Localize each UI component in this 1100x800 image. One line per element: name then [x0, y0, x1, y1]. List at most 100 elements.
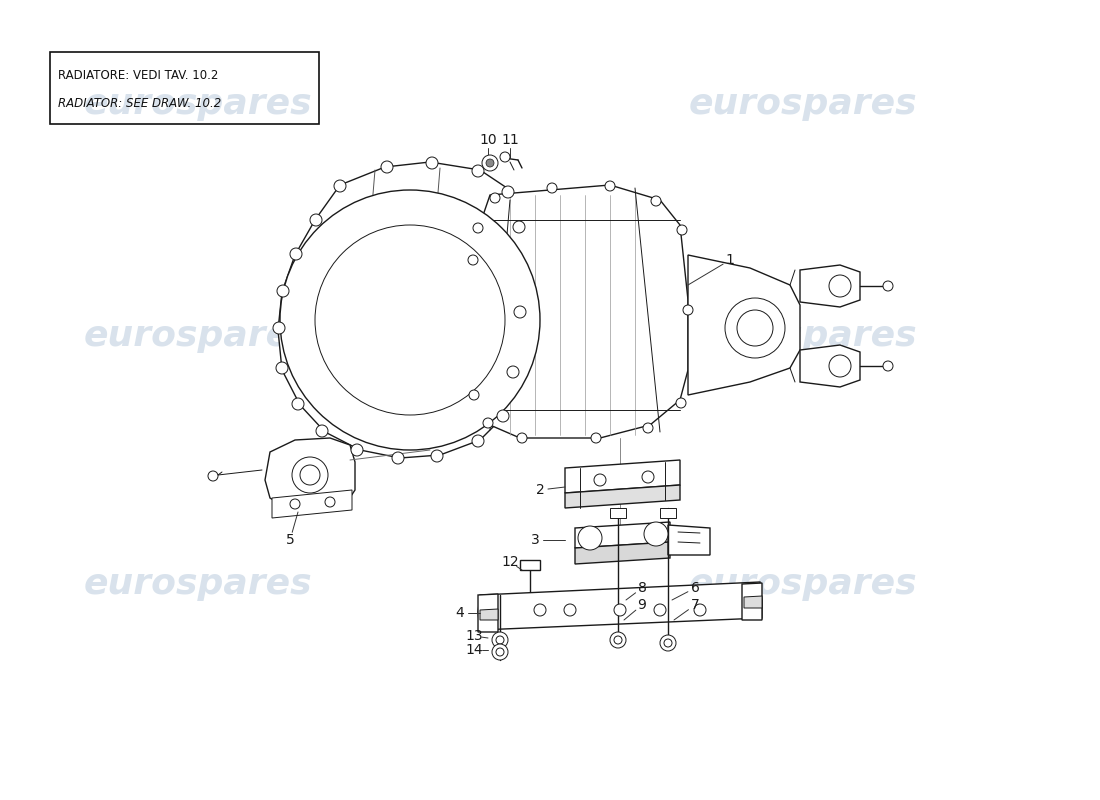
Circle shape: [513, 221, 525, 233]
Text: 12: 12: [502, 555, 519, 569]
Polygon shape: [272, 490, 352, 518]
Circle shape: [392, 452, 404, 464]
Circle shape: [564, 604, 576, 616]
Circle shape: [351, 444, 363, 456]
Circle shape: [507, 366, 519, 378]
Circle shape: [610, 632, 626, 648]
Circle shape: [737, 310, 773, 346]
Circle shape: [472, 165, 484, 177]
Circle shape: [324, 497, 336, 507]
Circle shape: [208, 471, 218, 481]
Polygon shape: [478, 582, 762, 630]
Circle shape: [517, 433, 527, 443]
Circle shape: [676, 398, 686, 408]
Text: 4: 4: [455, 606, 464, 620]
Polygon shape: [365, 195, 398, 220]
Circle shape: [276, 362, 288, 374]
Circle shape: [273, 322, 285, 334]
Circle shape: [280, 190, 540, 450]
Text: 8: 8: [638, 581, 647, 595]
Circle shape: [290, 248, 303, 260]
Circle shape: [486, 159, 494, 167]
Circle shape: [334, 180, 346, 192]
Circle shape: [469, 390, 478, 400]
Text: 2: 2: [536, 483, 544, 497]
Text: eurospares: eurospares: [84, 319, 312, 353]
Circle shape: [300, 465, 320, 485]
Circle shape: [614, 604, 626, 616]
Text: 6: 6: [691, 581, 700, 595]
Circle shape: [883, 361, 893, 371]
Circle shape: [614, 636, 622, 644]
Text: 11: 11: [502, 133, 519, 147]
Polygon shape: [575, 522, 670, 548]
Circle shape: [431, 450, 443, 462]
Circle shape: [591, 433, 601, 443]
Polygon shape: [472, 185, 688, 438]
Text: RADIATORE: VEDI TAV. 10.2: RADIATORE: VEDI TAV. 10.2: [57, 69, 218, 82]
Polygon shape: [744, 596, 762, 608]
Circle shape: [492, 644, 508, 660]
Circle shape: [683, 305, 693, 315]
Circle shape: [676, 225, 688, 235]
Text: eurospares: eurospares: [689, 87, 917, 121]
Polygon shape: [668, 525, 710, 555]
Polygon shape: [800, 265, 860, 307]
Text: 10: 10: [480, 133, 497, 147]
Circle shape: [482, 155, 498, 171]
Text: eurospares: eurospares: [84, 567, 312, 601]
Circle shape: [496, 636, 504, 644]
Polygon shape: [575, 542, 670, 564]
Circle shape: [315, 225, 505, 415]
Circle shape: [502, 186, 514, 198]
Polygon shape: [688, 255, 800, 395]
Circle shape: [490, 193, 500, 203]
Bar: [50, 52, 319, 124]
Polygon shape: [265, 438, 355, 512]
Polygon shape: [520, 560, 540, 570]
Text: 3: 3: [530, 533, 539, 547]
Circle shape: [644, 423, 653, 433]
Text: 9: 9: [638, 598, 647, 612]
Polygon shape: [800, 345, 860, 387]
Circle shape: [664, 639, 672, 647]
Text: eurospares: eurospares: [84, 87, 312, 121]
Circle shape: [497, 410, 509, 422]
Circle shape: [483, 418, 493, 428]
Circle shape: [654, 604, 666, 616]
Polygon shape: [565, 485, 680, 508]
Circle shape: [651, 196, 661, 206]
Circle shape: [578, 526, 602, 550]
Circle shape: [547, 183, 557, 193]
Polygon shape: [478, 594, 498, 632]
Text: 7: 7: [691, 598, 700, 612]
Circle shape: [500, 152, 510, 162]
Polygon shape: [278, 162, 520, 458]
Polygon shape: [610, 508, 626, 518]
Circle shape: [381, 161, 393, 173]
Circle shape: [290, 499, 300, 509]
Polygon shape: [565, 460, 680, 493]
Circle shape: [292, 398, 304, 410]
Circle shape: [468, 255, 478, 265]
Circle shape: [605, 181, 615, 191]
Circle shape: [660, 635, 676, 651]
Circle shape: [492, 632, 508, 648]
Circle shape: [829, 275, 851, 297]
Circle shape: [694, 604, 706, 616]
Polygon shape: [742, 583, 762, 620]
Circle shape: [642, 471, 654, 483]
Polygon shape: [428, 195, 460, 220]
Circle shape: [829, 355, 851, 377]
Circle shape: [472, 435, 484, 447]
Text: RADIATOR: SEE DRAW. 10.2: RADIATOR: SEE DRAW. 10.2: [57, 98, 221, 110]
Text: eurospares: eurospares: [689, 319, 917, 353]
Circle shape: [316, 425, 328, 437]
Polygon shape: [480, 609, 498, 620]
Circle shape: [534, 604, 546, 616]
Circle shape: [496, 648, 504, 656]
Text: 5: 5: [286, 533, 295, 547]
Text: 1: 1: [726, 253, 735, 267]
Circle shape: [514, 306, 526, 318]
Circle shape: [310, 214, 322, 226]
